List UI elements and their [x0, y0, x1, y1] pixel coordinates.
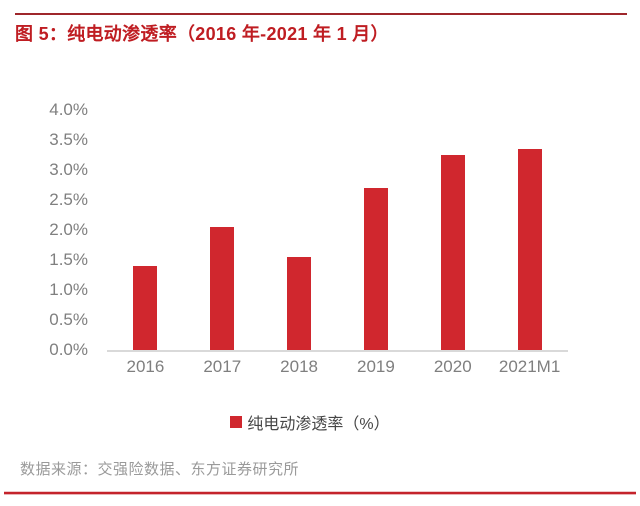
y-tick-label: 1.0%: [49, 280, 88, 299]
bar-2019: [364, 188, 388, 350]
y-tick-label: 4.0%: [49, 100, 88, 119]
x-tick-label: 2016: [126, 357, 165, 376]
x-tick-label: 2019: [356, 357, 395, 376]
x-tick-label: 2018: [280, 357, 318, 376]
figure-title: 图 5：纯电动渗透率（2016 年-2021 年 1 月）: [15, 24, 389, 44]
x-tick-label: 2017: [203, 357, 242, 376]
y-tick-label: 2.5%: [49, 190, 88, 209]
y-tick-label: 2.0%: [49, 220, 88, 239]
x-axis-line: [107, 350, 568, 352]
y-tick-label: 0.0%: [49, 340, 88, 359]
y-tick-label: 0.5%: [49, 310, 88, 329]
y-tick-label: 3.0%: [49, 160, 88, 179]
source-note: 数据来源：交强险数据、东方证券研究所: [20, 461, 300, 478]
x-tick-label: 2020: [433, 357, 472, 376]
legend-marker-swatch: [230, 416, 243, 428]
bar-2020: [441, 155, 465, 350]
y-tick-label: 1.5%: [49, 250, 88, 269]
bar-2016: [133, 266, 157, 350]
bar-2021M1: [518, 149, 542, 350]
legend: 纯电动渗透率（%）: [35, 412, 585, 433]
x-tick-label: 2021M1: [498, 357, 561, 376]
y-tick-label: 3.5%: [49, 130, 88, 149]
bar-2017: [210, 227, 234, 350]
bottom-divider: [4, 492, 636, 494]
bar-2018: [287, 257, 311, 350]
top-divider: [15, 13, 627, 15]
legend-label: 纯电动渗透率（%）: [247, 416, 390, 433]
